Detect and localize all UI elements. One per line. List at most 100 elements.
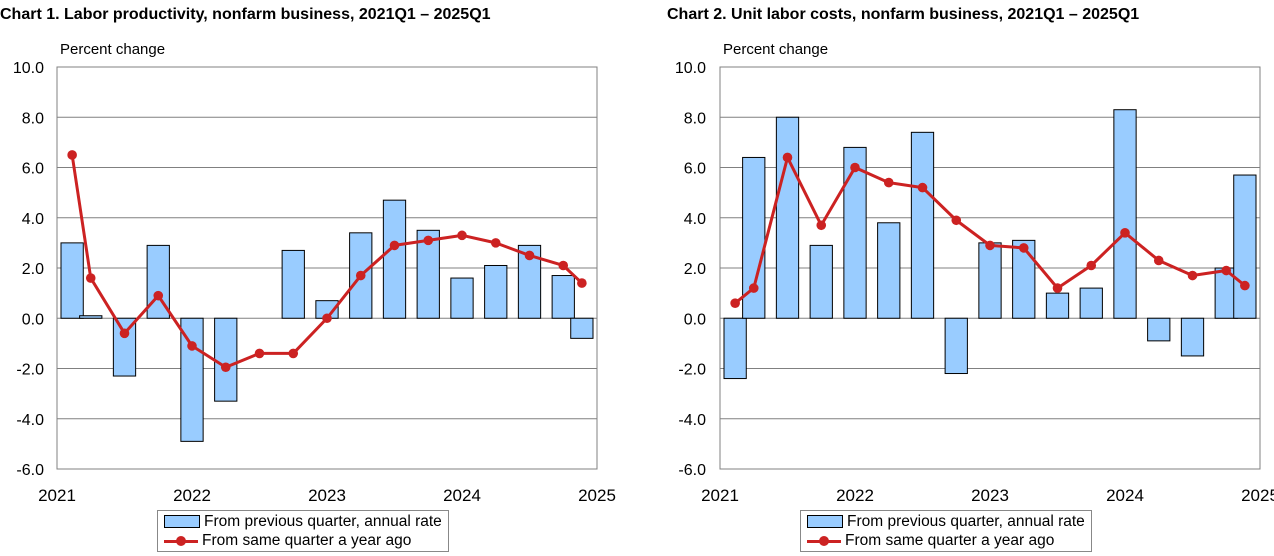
x-tick-label: 2022 — [173, 486, 211, 505]
legend-bar-swatch — [807, 515, 843, 528]
line-point — [153, 290, 164, 301]
x-tick-label: 2021 — [701, 486, 739, 505]
legend-bar-swatch — [164, 515, 200, 528]
y-tick-label: 6.0 — [22, 161, 44, 178]
y-tick-label: 6.0 — [684, 161, 706, 178]
bar — [450, 277, 474, 319]
bar — [1079, 287, 1103, 319]
bar — [978, 242, 1002, 319]
y-tick-label: 10.0 — [675, 60, 706, 77]
line-point — [490, 238, 501, 248]
y-tick-label: -2.0 — [16, 362, 44, 379]
line-point — [1086, 260, 1097, 271]
line-point — [1018, 243, 1029, 253]
bar — [416, 229, 440, 319]
bar — [910, 131, 935, 319]
line-point — [254, 348, 265, 359]
chart-1-panel: Chart 1. Labor productivity, nonfarm bus… — [0, 6, 616, 552]
line-point — [355, 270, 366, 281]
x-tick-label: 2024 — [1106, 486, 1144, 505]
legend-entry-bar: From previous quarter, annual rate — [807, 512, 1085, 531]
bar — [517, 244, 542, 319]
x-tick-label: 2023 — [971, 486, 1009, 505]
y-tick-label: -2.0 — [678, 362, 706, 379]
line-point — [288, 348, 299, 359]
line-point — [119, 328, 130, 339]
bar — [570, 317, 594, 339]
legend-line-label: From same quarter a year ago — [202, 532, 412, 549]
line-point — [917, 182, 928, 193]
bar — [382, 199, 407, 319]
bar — [775, 116, 800, 319]
bar — [1012, 239, 1036, 319]
y-tick-label: 8.0 — [22, 110, 44, 127]
line-point — [985, 240, 995, 251]
y-tick-label: 4.0 — [684, 211, 706, 228]
x-tick-label: 2024 — [443, 486, 481, 505]
x-tick-label: 2021 — [38, 486, 76, 505]
line-point — [1153, 255, 1164, 266]
x-tick-label: 2025 — [578, 486, 616, 505]
x-tick-label: 2022 — [836, 486, 874, 505]
legend-line-label: From same quarter a year ago — [845, 532, 1055, 549]
x-tick-label: 2025 — [1241, 486, 1274, 505]
bar — [484, 264, 508, 319]
line-point — [748, 283, 759, 293]
chart-title: Chart 2. Unit labor costs, nonfarm busin… — [667, 6, 1140, 23]
line-point — [1221, 265, 1232, 276]
line-point — [816, 220, 827, 231]
line-point — [423, 235, 434, 246]
line-point — [322, 313, 332, 324]
line-point — [85, 273, 96, 283]
y-tick-label: 8.0 — [684, 110, 706, 127]
legend-entry-bar: From previous quarter, annual rate — [164, 512, 442, 531]
y-axis-label: Percent change — [723, 41, 828, 58]
bar — [742, 156, 766, 319]
bar — [1180, 317, 1205, 357]
chart-legend: From previous quarter, annual rate From … — [157, 510, 449, 552]
line-point — [850, 162, 860, 173]
y-tick-label: -6.0 — [678, 462, 706, 479]
bar — [281, 249, 305, 319]
line-point — [524, 250, 535, 261]
y-tick-label: -4.0 — [678, 412, 706, 429]
plot-frame — [56, 66, 598, 470]
bar — [551, 275, 575, 319]
chart-1-plot: 10.0 8.0 6.0 4.0 2.0 0.0 -2.0 -4.0 -6.0 Percent c… — [13, 41, 616, 505]
y-tick-label: 0.0 — [22, 311, 44, 328]
chart-2-plot: 10.0 8.0 6.0 4.0 2.0 0.0 -2.0 -4.0 -6.0 Percent c… — [675, 41, 1274, 505]
plot-frame — [719, 66, 1261, 470]
bar — [944, 317, 968, 375]
line-point — [457, 230, 467, 241]
y-tick-label: -6.0 — [16, 462, 44, 479]
line-point — [1120, 228, 1130, 238]
line-point — [782, 152, 793, 163]
legend-line-swatch — [164, 535, 198, 547]
legend-bar-label: From previous quarter, annual rate — [204, 513, 442, 530]
y-tick-label: 2.0 — [22, 261, 44, 278]
y-tick-label: 0.0 — [684, 311, 706, 328]
line-point — [577, 278, 587, 288]
line-point — [220, 362, 231, 373]
y-tick-label: 4.0 — [22, 211, 44, 228]
bar — [1147, 317, 1171, 342]
line-point — [187, 341, 197, 351]
chart-legend: From previous quarter, annual rate From … — [800, 510, 1092, 552]
bar — [843, 146, 867, 319]
line-point — [951, 215, 962, 226]
line-point — [1187, 270, 1198, 281]
line-point — [883, 177, 894, 188]
bar — [214, 317, 238, 402]
line-point — [389, 240, 400, 251]
legend-bar-label: From previous quarter, annual rate — [847, 513, 1085, 530]
bar — [877, 222, 901, 319]
line-point — [67, 150, 77, 160]
line-point — [730, 298, 740, 308]
bar — [60, 242, 84, 319]
bar — [79, 315, 103, 319]
chart-2-panel: Chart 2. Unit labor costs, nonfarm busin… — [637, 0, 1274, 556]
bar — [1233, 174, 1257, 319]
y-tick-label: -4.0 — [16, 412, 44, 429]
bar — [112, 317, 137, 377]
legend-entry-line: From same quarter a year ago — [807, 531, 1085, 550]
